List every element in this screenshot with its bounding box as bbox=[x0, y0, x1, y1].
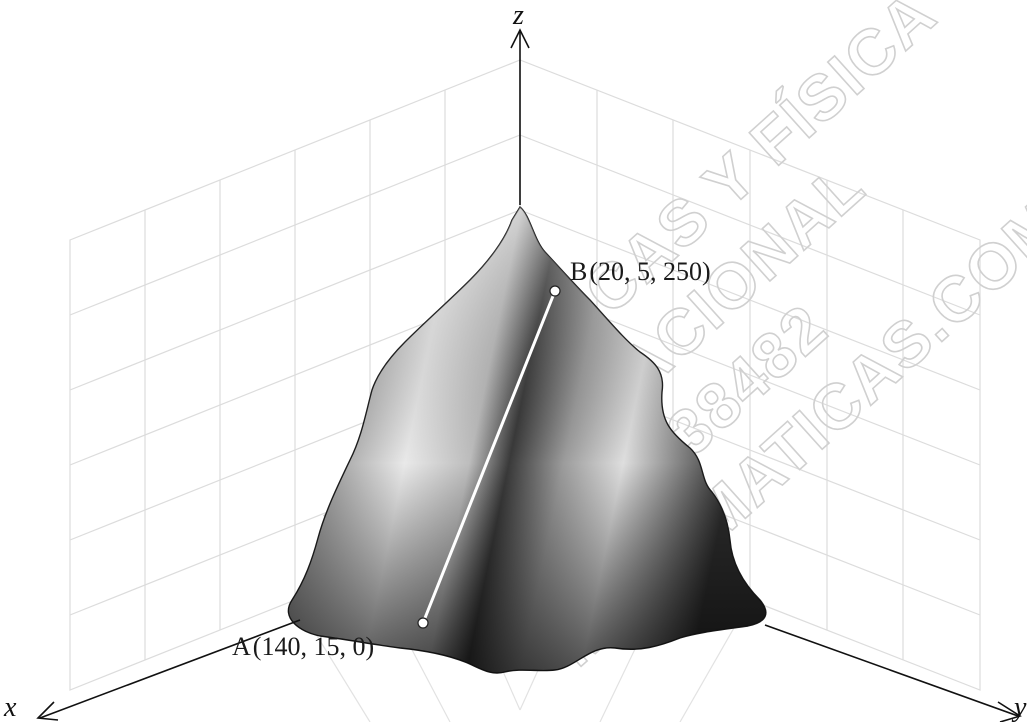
z-axis-arrow-icon bbox=[510, 28, 530, 49]
point-b-label: B(20, 5, 250) bbox=[570, 257, 711, 286]
point-b-marker bbox=[549, 285, 561, 297]
y-axis-line bbox=[764, 624, 1019, 717]
point-a-name: A bbox=[232, 632, 251, 661]
svg-text:A(140, 15, 0): A(140, 15, 0) bbox=[232, 632, 374, 661]
point-b-coords: (20, 5, 250) bbox=[589, 257, 710, 286]
y-axis-label: y bbox=[1011, 692, 1027, 722]
x-axis-arrow-icon bbox=[36, 701, 59, 721]
x-axis-line bbox=[39, 619, 301, 719]
svg-text:B(20, 5, 250): B(20, 5, 250) bbox=[570, 257, 711, 286]
segment-ab bbox=[421, 290, 557, 624]
axes bbox=[36, 28, 1022, 722]
point-a-label: A(140, 15, 0) bbox=[232, 632, 374, 661]
x-axis-label: x bbox=[3, 692, 17, 722]
mountain-surface bbox=[287, 205, 767, 674]
point-b-name: B bbox=[570, 257, 587, 286]
point-a-marker bbox=[417, 617, 429, 629]
y-axis-arrow-icon bbox=[997, 701, 1022, 722]
point-a-coords: (140, 15, 0) bbox=[253, 632, 374, 661]
z-axis-label: z bbox=[512, 0, 524, 31]
